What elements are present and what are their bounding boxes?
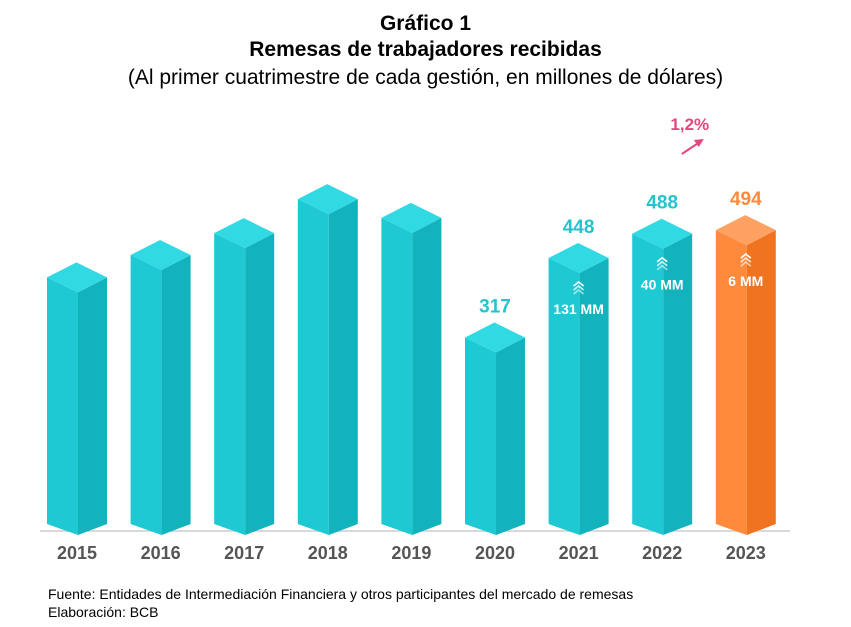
bar-front-face	[214, 233, 246, 535]
bar-top-face	[381, 202, 442, 233]
bar-side-face	[245, 233, 275, 535]
bar-side-face	[579, 258, 609, 535]
bar-side-face	[746, 230, 776, 536]
bar-2018	[297, 184, 358, 535]
x-tick-label: 2019	[391, 543, 431, 563]
source-note: Fuente: Entidades de Intermediación Fina…	[48, 586, 634, 602]
arrow-up-right-icon	[681, 139, 704, 155]
chart-subtitle: Remesas de trabajadores recibidas	[249, 38, 602, 61]
double-chevron-up-icon	[740, 253, 752, 267]
x-tick-label: 2017	[224, 543, 264, 563]
chart-title: Gráfico 1	[379, 12, 472, 35]
bar-top-face	[130, 239, 191, 270]
bar-top-face	[47, 262, 107, 293]
x-tick-label: 2023	[726, 543, 766, 563]
x-tick-label: 2022	[642, 543, 682, 563]
value-label: 488	[646, 193, 678, 214]
x-tick-label: 2021	[559, 543, 599, 563]
increase-label: 40 MM	[641, 277, 684, 293]
increase-label: 6 MM	[728, 273, 763, 289]
bar-2019	[381, 202, 442, 535]
bar-2022	[632, 218, 693, 535]
bar-side-face	[412, 217, 442, 535]
bar-2016	[130, 239, 191, 535]
bar-top-face	[632, 218, 693, 249]
bar-chart: 2015 2016 2017 2018 2019 2020 317 2021 448 131 MM…	[40, 115, 790, 563]
bar-2015	[47, 262, 107, 535]
bar-top-face	[297, 184, 358, 215]
bar-top-face	[548, 243, 609, 273]
bar-front-face	[632, 233, 664, 535]
bar-side-face	[496, 337, 525, 535]
bar-front-face	[465, 337, 496, 535]
x-tick-label: 2015	[57, 543, 97, 563]
increase-label: 131 MM	[553, 301, 604, 317]
bar-side-face	[328, 199, 358, 535]
bar-front-face	[548, 258, 580, 535]
bar-front-face	[130, 254, 162, 535]
x-tick-label: 2018	[308, 543, 348, 563]
bar-2020	[465, 322, 525, 535]
value-label: 494	[730, 189, 762, 210]
value-label: 317	[479, 297, 511, 318]
bar-top-face	[715, 215, 776, 246]
bar-side-face	[78, 277, 107, 535]
double-chevron-up-icon	[573, 280, 585, 295]
bar-2021	[548, 243, 609, 535]
growth-annotation: 1,2%	[670, 115, 709, 134]
credit-note: Elaboración: BCB	[48, 604, 159, 620]
value-label: 448	[563, 217, 595, 238]
bar-top-face	[214, 218, 275, 249]
bar-side-face	[161, 254, 191, 535]
bar-front-face	[297, 199, 329, 535]
x-tick-label: 2020	[475, 543, 515, 563]
bar-front-face	[381, 217, 413, 535]
double-chevron-up-icon	[656, 256, 668, 271]
bar-front-face	[47, 277, 78, 535]
bar-side-face	[663, 233, 693, 535]
bar-2023	[715, 215, 776, 536]
bar-2017	[214, 218, 275, 535]
chart-note: (Al primer cuatrimestre de cada gestión,…	[127, 66, 724, 89]
x-tick-label: 2016	[141, 543, 181, 563]
bar-front-face	[715, 230, 747, 536]
bar-top-face	[465, 322, 525, 353]
